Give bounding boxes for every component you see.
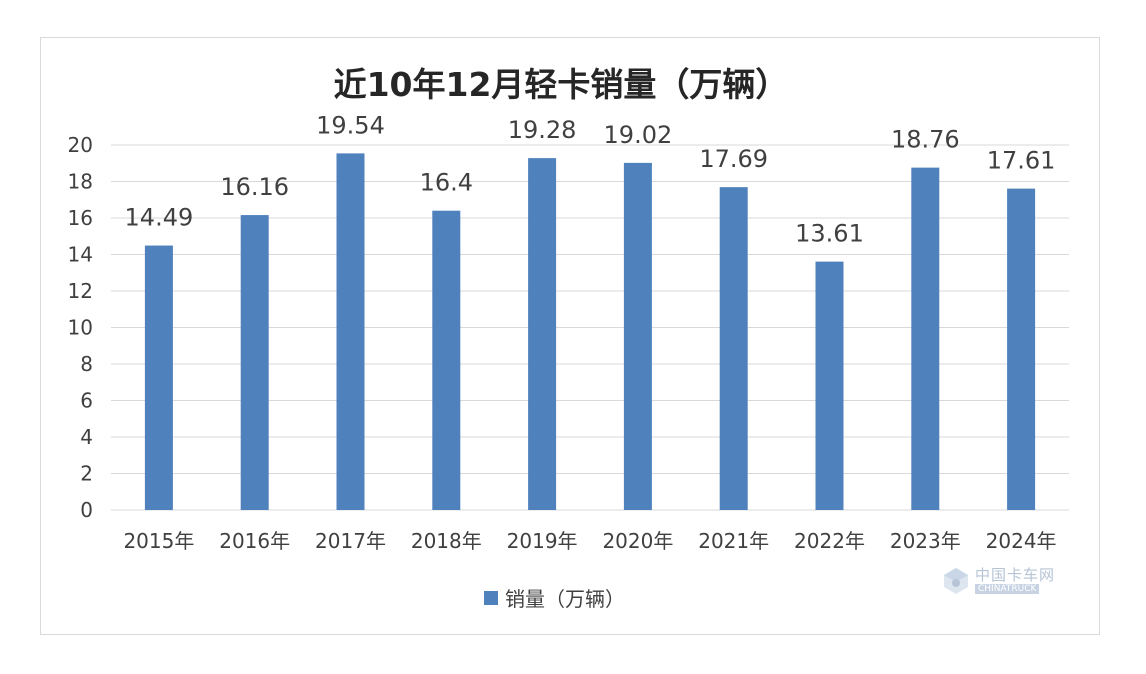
data-label: 17.61 — [987, 147, 1056, 175]
y-tick-label: 16 — [68, 206, 93, 230]
chart-frame: 近10年12月轻卡销量（万辆） 0 2 4 6 8 10 12 14 16 18 20 14.49 1… — [40, 37, 1100, 635]
data-label: 14.49 — [125, 204, 194, 232]
watermark: 中国卡车网 CHINATRUCK — [939, 562, 1069, 614]
bar — [528, 158, 557, 510]
data-label: 16.16 — [220, 173, 289, 201]
y-tick-label: 14 — [68, 243, 93, 267]
bars — [144, 153, 1036, 510]
data-label: 19.54 — [316, 111, 385, 139]
x-tick-label: 2021年 — [698, 529, 769, 553]
x-tick-label: 2019年 — [507, 529, 578, 553]
y-tick-label: 4 — [80, 425, 93, 449]
watermark-name: 中国卡车网 — [975, 566, 1056, 584]
data-label: 13.61 — [795, 220, 864, 248]
legend: 销量（万辆） — [484, 587, 625, 611]
y-tick-label: 10 — [68, 316, 93, 340]
legend-label: 销量（万辆） — [505, 587, 625, 611]
y-tick-label: 20 — [68, 133, 93, 157]
bar — [815, 261, 844, 510]
bar — [240, 215, 269, 510]
data-labels: 14.49 16.16 19.54 16.4 19.28 19.02 17.69 13.61 1… — [125, 111, 1056, 247]
gridlines — [111, 144, 1069, 511]
data-label: 16.4 — [420, 169, 473, 197]
y-axis-tick-labels: 0 2 4 6 8 10 12 14 16 18 20 — [68, 133, 93, 522]
legend-swatch — [484, 591, 498, 605]
bar — [911, 167, 940, 510]
data-label: 17.69 — [699, 145, 768, 173]
x-tick-label: 2016年 — [219, 529, 290, 553]
x-tick-label: 2018年 — [411, 529, 482, 553]
y-tick-label: 2 — [80, 462, 93, 486]
x-axis-tick-labels: 2015年 2016年 2017年 2018年 2019年 2020年 2021年 2022年… — [123, 529, 1056, 553]
y-tick-label: 0 — [80, 498, 93, 522]
data-label: 18.76 — [891, 126, 960, 154]
y-tick-label: 8 — [80, 352, 93, 376]
bar — [336, 153, 365, 510]
bar — [1007, 188, 1036, 510]
y-tick-label: 6 — [80, 389, 93, 413]
data-label: 19.28 — [508, 116, 577, 144]
chart-title: 近10年12月轻卡销量（万辆） — [334, 65, 789, 104]
x-tick-label: 2017年 — [315, 529, 386, 553]
bar — [432, 210, 461, 510]
y-tick-label: 18 — [68, 170, 93, 194]
x-tick-label: 2022年 — [794, 529, 865, 553]
bar — [144, 245, 173, 510]
data-label: 19.02 — [604, 121, 673, 149]
x-tick-label: 2023年 — [890, 529, 961, 553]
truck-logo-icon — [944, 568, 968, 594]
bar — [623, 162, 652, 510]
x-tick-label: 2024年 — [986, 529, 1057, 553]
watermark-sub: CHINATRUCK — [975, 584, 1040, 594]
y-tick-label: 12 — [68, 279, 93, 303]
bar — [719, 187, 748, 510]
x-tick-label: 2020年 — [602, 529, 673, 553]
x-tick-label: 2015年 — [123, 529, 194, 553]
